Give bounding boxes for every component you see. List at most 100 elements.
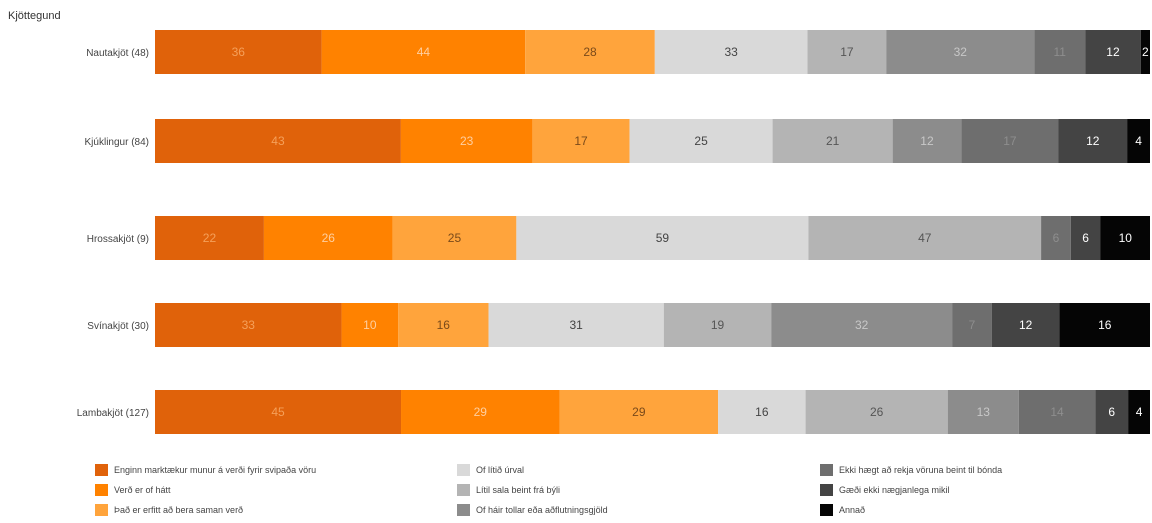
legend-label: Of háir tollar eða aðflutningsgjöld [476, 505, 608, 515]
bar-segment [1100, 216, 1150, 260]
bar-segment [771, 303, 953, 347]
data-label: 32 [855, 318, 869, 332]
data-label: 14 [1050, 405, 1064, 419]
data-label: 22 [203, 231, 217, 245]
bar-segment [401, 390, 560, 434]
data-label: 4 [1135, 134, 1142, 148]
bar-segment [1085, 30, 1141, 74]
bar-segment [1128, 390, 1150, 434]
data-label: 16 [437, 318, 451, 332]
bar-segment [400, 119, 533, 163]
data-label: 23 [460, 134, 474, 148]
data-label: 26 [322, 231, 336, 245]
legend-swatch [820, 484, 833, 496]
data-label: 31 [570, 318, 584, 332]
legend-item: Ekki hægt að rekja vöruna beint til bónd… [820, 462, 1002, 478]
legend-label: Lítil sala beint frá býli [476, 485, 561, 495]
data-label: 59 [656, 231, 670, 245]
data-label: 44 [417, 45, 431, 59]
data-label: 32 [954, 45, 968, 59]
data-label: 13 [977, 405, 991, 419]
legend-swatch [457, 484, 470, 496]
data-label: 7 [969, 318, 976, 332]
bar-segment [392, 216, 517, 260]
bar-segment [947, 390, 1019, 434]
bar-segment [772, 119, 893, 163]
data-label: 6 [1108, 405, 1115, 419]
legend-label: Enginn marktækur munur á verði fyrir svi… [114, 465, 317, 475]
data-label: 12 [920, 134, 934, 148]
stacked-bar-chart: Nautakjöt (48) 36 44 28 33 17 32 11 12 2Kjúklingu… [77, 30, 1150, 434]
data-label: 17 [840, 45, 854, 59]
bar-segment [718, 390, 806, 434]
data-label: 29 [632, 405, 646, 419]
data-label: 6 [1053, 231, 1060, 245]
legend-label: Gæði ekki nægjanlega mikil [839, 485, 950, 495]
data-label: 28 [583, 45, 597, 59]
bar-segment [808, 216, 1042, 260]
data-label: 25 [448, 231, 462, 245]
data-label: 45 [271, 405, 285, 419]
bar-segment [341, 303, 399, 347]
bar-segment [1058, 119, 1128, 163]
legend-swatch [457, 504, 470, 516]
data-label: 33 [724, 45, 738, 59]
data-label: 16 [755, 405, 769, 419]
bar-segment [663, 303, 772, 347]
legend-label: Of lítið úrval [476, 465, 525, 475]
legend-label: Verð er of hátt [114, 485, 171, 495]
bar-segment [525, 30, 655, 74]
bar-segment [961, 119, 1059, 163]
data-label: 6 [1082, 231, 1089, 245]
bar-segment [991, 303, 1060, 347]
legend-item: Annað [820, 502, 865, 518]
data-label: 11 [1054, 45, 1067, 59]
legend-swatch [457, 464, 470, 476]
bar-segment [263, 216, 393, 260]
data-label: 17 [574, 134, 588, 148]
legend-label: Ekki hægt að rekja vöruna beint til bónd… [839, 465, 1003, 475]
data-label: 29 [474, 405, 488, 419]
bar-segment [488, 303, 664, 347]
data-label: 21 [826, 134, 840, 148]
legend-item: Lítil sala beint frá býli [457, 482, 560, 498]
legend: Enginn marktækur munur á verði fyrir svi… [95, 462, 1145, 522]
data-label: 47 [918, 231, 932, 245]
data-label: 26 [870, 405, 884, 419]
legend-label: Það er erfitt að bera saman verð [114, 505, 244, 515]
bar-segment [155, 119, 401, 163]
data-label: 33 [242, 318, 256, 332]
category-label: Lambakjöt (127) [77, 408, 149, 419]
bar-segment [532, 119, 630, 163]
bar-segment [1140, 30, 1150, 74]
data-label: 17 [1003, 134, 1017, 148]
legend-swatch [95, 484, 108, 496]
bar-segment [886, 30, 1035, 74]
bar-segment [629, 119, 773, 163]
legend-swatch [95, 504, 108, 516]
data-label: 12 [1086, 134, 1100, 148]
data-label: 10 [1119, 231, 1133, 245]
data-label: 19 [711, 318, 725, 332]
bar-segment [654, 30, 808, 74]
legend-swatch [820, 464, 833, 476]
category-label: Svínakjöt (30) [87, 321, 149, 332]
legend-item: Gæði ekki nægjanlega mikil [820, 482, 950, 498]
bar-segment [1041, 216, 1071, 260]
bar-segment [155, 216, 264, 260]
bar-segment [952, 303, 992, 347]
bar-segment [1095, 390, 1129, 434]
category-label: Nautakjöt (48) [86, 48, 149, 59]
legend-item: Of háir tollar eða aðflutningsgjöld [457, 502, 608, 518]
bar-segment [1127, 119, 1150, 163]
data-label: 25 [694, 134, 708, 148]
legend-item: Það er erfitt að bera saman verð [95, 502, 243, 518]
bar-segment [398, 303, 489, 347]
chart-title: Kjöttegund [8, 10, 61, 22]
bar-segment [155, 30, 322, 74]
category-label: Kjúklingur (84) [85, 137, 149, 148]
legend-swatch [820, 504, 833, 516]
bar-segment [1018, 390, 1096, 434]
legend-item: Of lítið úrval [457, 462, 524, 478]
data-label: 43 [271, 134, 285, 148]
